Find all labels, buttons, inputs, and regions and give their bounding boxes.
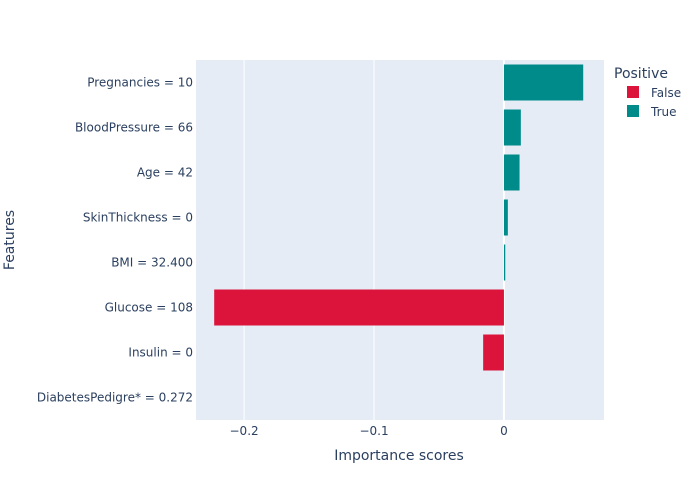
- bar-glucose[interactable]: [214, 289, 504, 326]
- bars: [214, 64, 584, 371]
- bar-bmi[interactable]: [503, 244, 506, 281]
- y-tick-label: SkinThickness = 0: [83, 211, 193, 225]
- legend: Positive False True: [614, 66, 681, 119]
- y-tick-label: DiabetesPedigre* = 0.272: [37, 391, 193, 405]
- x-axis-title: Importance scores: [334, 448, 464, 464]
- y-tick-label: Age = 42: [137, 166, 193, 180]
- x-tick-label: −0.1: [359, 424, 388, 438]
- y-tick-label: BloodPressure = 66: [75, 121, 193, 135]
- bar-age[interactable]: [503, 154, 520, 191]
- x-tick-label: −0.2: [230, 424, 259, 438]
- y-tick-label: Glucose = 108: [105, 301, 193, 315]
- y-tick-labels: Pregnancies = 10 BloodPressure = 66 Age = …: [37, 76, 193, 405]
- legend-label-false[interactable]: False: [651, 86, 681, 100]
- y-tick-label: BMI = 32.400: [111, 256, 193, 270]
- bar-insulin[interactable]: [483, 334, 504, 371]
- bar-bloodpressure[interactable]: [503, 109, 521, 146]
- y-axis-title: Features: [2, 210, 18, 270]
- y-tick-label: Pregnancies = 10: [87, 76, 193, 90]
- plot-background: [196, 60, 604, 420]
- legend-label-true[interactable]: True: [650, 105, 677, 119]
- y-tick-label: Insulin = 0: [128, 346, 193, 360]
- bar-pregnancies[interactable]: [503, 64, 584, 101]
- legend-title: Positive: [614, 66, 668, 82]
- x-tick-labels: −0.2 −0.1 0: [230, 424, 508, 438]
- bar-skinthickness[interactable]: [503, 199, 508, 236]
- x-tick-label: 0: [500, 424, 508, 438]
- legend-swatch-true[interactable]: [627, 105, 639, 117]
- legend-swatch-false[interactable]: [627, 86, 639, 98]
